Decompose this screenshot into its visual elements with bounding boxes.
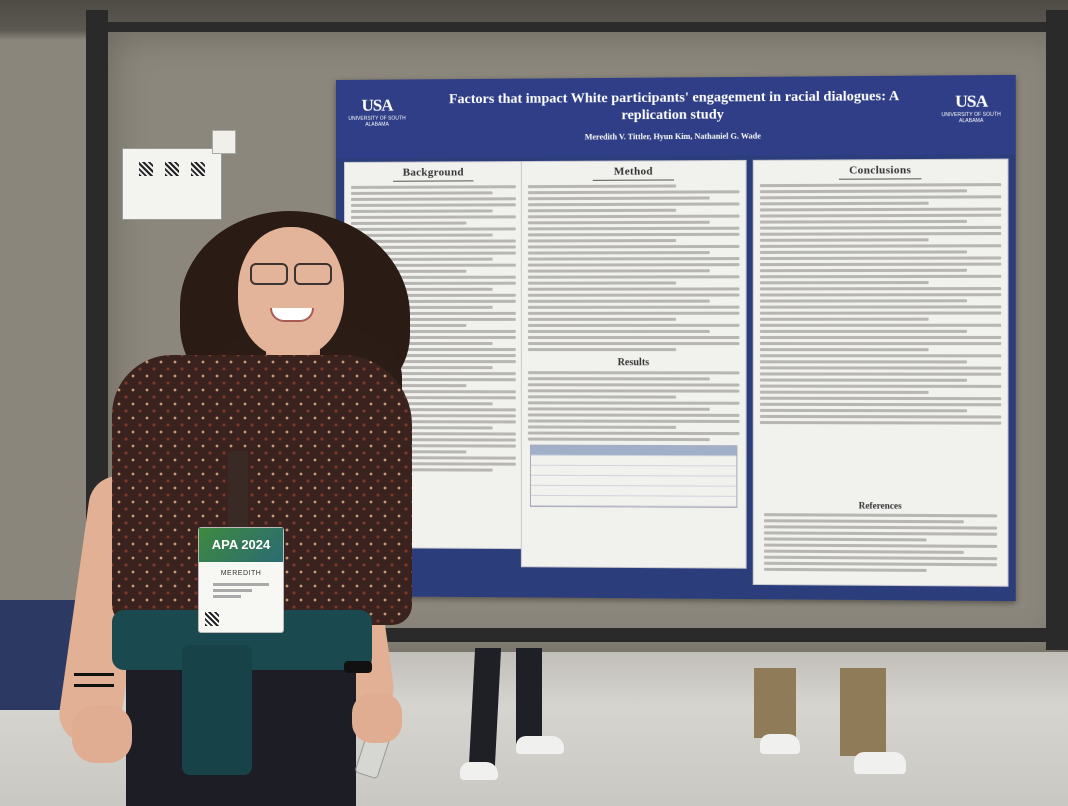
bracelets (74, 673, 114, 687)
board-number-card (212, 130, 236, 154)
results-table (530, 445, 737, 508)
background-person-legs (472, 648, 552, 778)
poster-title-line2: replication study (621, 107, 723, 123)
conclusions-heading: Conclusions (754, 164, 1008, 177)
method-heading: Method (522, 165, 746, 178)
logo-subtitle: UNIVERSITY OF SOUTH ALABAMA (342, 116, 412, 128)
background-person-legs-2 (750, 668, 920, 788)
smartwatch (344, 661, 372, 673)
board-post-right (1046, 10, 1068, 650)
logo-mark: USA (342, 95, 412, 115)
results-heading: Results (522, 357, 746, 368)
sign-qr-codes (123, 154, 221, 176)
method-text (522, 184, 746, 351)
poster-header: USA UNIVERSITY OF SOUTH ALABAMA Factors … (336, 75, 1016, 158)
badge-event: APA 2024 (199, 528, 283, 562)
name-badge: APA 2024 MEREDITH (198, 527, 284, 633)
logo-subtitle: UNIVERSITY OF SOUTH ALABAMA (935, 112, 1008, 125)
poster-affiliation (426, 143, 922, 146)
conclusions-text (754, 183, 1008, 425)
poster-authors: Meredith V. Tittler, Hyun Kim, Nathaniel… (426, 131, 922, 143)
university-logo-right: USA UNIVERSITY OF SOUTH ALABAMA (935, 91, 1008, 124)
poster-title: Factors that impact White participants' … (426, 88, 922, 126)
conclusions-column: Conclusions References (753, 159, 1009, 587)
references-block: References (764, 500, 997, 575)
research-poster: USA UNIVERSITY OF SOUTH ALABAMA Factors … (336, 75, 1016, 601)
presenter: APA 2024 MEREDITH (52, 205, 432, 806)
lanyard (228, 451, 248, 531)
face (238, 227, 344, 357)
logo-mark: USA (935, 91, 1008, 112)
references-heading: References (764, 500, 997, 511)
method-results-column: Method Results (521, 160, 747, 569)
poster-title-line1: Factors that impact White participants' … (449, 89, 899, 107)
background-heading: Background (345, 166, 522, 179)
university-logo-left: USA UNIVERSITY OF SOUTH ALABAMA (342, 95, 412, 127)
results-text (522, 371, 746, 441)
badge-qr-code (205, 612, 219, 626)
badge-name: MEREDITH (199, 570, 283, 577)
glasses (250, 263, 332, 283)
